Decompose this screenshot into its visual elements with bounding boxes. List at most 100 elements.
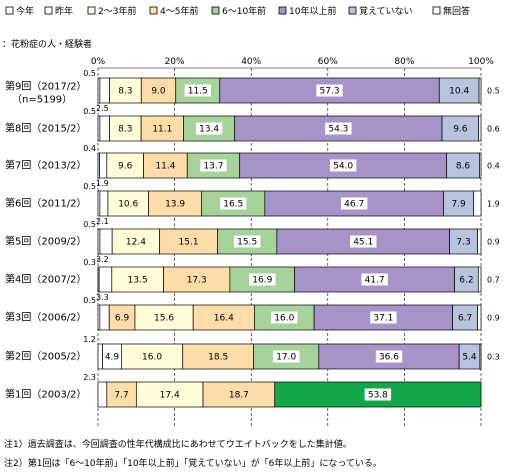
data-label-bg — [273, 350, 300, 363]
bar-segment — [477, 228, 482, 255]
data-label: 16.5 — [223, 200, 243, 210]
data-label-bg — [340, 197, 368, 210]
bar-segment — [192, 304, 255, 331]
data-label: 2.1 — [96, 217, 109, 226]
bar-segment — [99, 115, 110, 142]
legend-label: 昨年 — [55, 5, 73, 17]
legend-label: 10年以上前 — [289, 5, 336, 17]
data-label: 1.9 — [487, 200, 500, 209]
x-tick-label: 100% — [468, 57, 494, 67]
legend-label: 無回答 — [443, 5, 470, 17]
data-label: 11.1 — [152, 125, 172, 135]
category-sublabel: （n=5199） — [12, 94, 72, 106]
bar-segment — [159, 228, 218, 255]
legend-swatch — [278, 6, 287, 15]
legend-swatch — [348, 6, 357, 15]
x-tick-label: 80% — [394, 57, 414, 67]
data-label: 0.5 — [83, 296, 96, 305]
note-1: 注1）過去調査は、今回調査の性年代構成比にあわせてウエイトバックをした集計値。 — [4, 440, 352, 450]
data-label-bg — [233, 235, 261, 248]
data-label: 3.2 — [96, 255, 109, 264]
bar-segment — [202, 381, 276, 408]
data-label: 0.3 — [487, 353, 500, 362]
category-label: 第5回（2009/2） — [5, 235, 87, 248]
bar-segment — [140, 115, 184, 142]
data-label: 41.7 — [365, 276, 385, 286]
data-label: 10.6 — [118, 200, 138, 210]
data-label: 16.0 — [274, 314, 294, 324]
category-label: 第4回（2007/2） — [5, 273, 87, 286]
data-label: 0.4 — [487, 162, 500, 171]
data-label: 18.5 — [208, 353, 228, 363]
data-label-bg — [184, 84, 211, 97]
bar-segment — [99, 152, 108, 179]
data-label: 7.9 — [451, 200, 466, 210]
bar-segment — [97, 343, 103, 370]
data-label: 0.5 — [83, 220, 96, 229]
bar-segment — [182, 343, 255, 370]
data-label: 0.5 — [487, 87, 500, 96]
data-label: 0.9 — [487, 238, 500, 247]
chart-subtitle: ：花粉症の人・経験者 — [2, 38, 92, 50]
data-label: 9.6 — [118, 162, 133, 172]
data-label: 9.6 — [453, 125, 468, 135]
bar-segment — [478, 77, 482, 104]
bar-segment — [106, 152, 144, 179]
data-label: 15.6 — [154, 314, 174, 324]
legend-swatch — [211, 6, 220, 15]
bar-segment — [99, 190, 109, 217]
data-label: 16.0 — [142, 353, 162, 363]
data-label-bg — [200, 159, 227, 172]
bar-segment — [441, 115, 480, 142]
data-label: 0.3 — [83, 258, 96, 267]
legend-label: 今年 — [16, 5, 34, 17]
bar-segment — [479, 343, 482, 370]
data-label: 6.9 — [115, 314, 130, 324]
bar-segment — [477, 304, 482, 331]
data-label: 12.4 — [126, 238, 146, 248]
legend-label: 4～5年前 — [160, 5, 198, 17]
category-label: 第9回（2017/2） — [5, 80, 87, 93]
x-tick-label: 40% — [241, 57, 261, 67]
data-label: 13.7 — [203, 162, 223, 172]
data-label-bg — [249, 273, 276, 286]
category-label: 第6回（2011/2） — [5, 197, 87, 210]
bar-segment — [135, 381, 204, 408]
data-label-bg — [329, 159, 357, 172]
bar-segment — [478, 115, 482, 142]
data-label: 6.2 — [459, 276, 473, 286]
bar-segment — [452, 304, 478, 331]
bar-segment — [446, 152, 480, 179]
bar-segment — [294, 266, 455, 293]
legend-swatch — [5, 6, 14, 15]
data-label: 13.4 — [199, 125, 219, 135]
data-label: 11.4 — [155, 162, 175, 172]
data-label: 2.5 — [96, 104, 109, 113]
bar-segment — [477, 266, 482, 293]
legend-label: 2～3年前 — [98, 5, 136, 17]
data-label: 8.3 — [118, 125, 132, 135]
data-label: 4.9 — [105, 353, 120, 363]
legend-label: 6～10年前 — [222, 5, 266, 17]
data-label: 45.1 — [353, 238, 373, 248]
bar-segment — [111, 228, 161, 255]
data-label: 3.3 — [96, 293, 109, 302]
data-label: 15.1 — [179, 238, 199, 248]
data-label: 0.5 — [83, 69, 96, 78]
data-label: 6.7 — [458, 314, 472, 324]
bar-segment — [111, 266, 164, 293]
data-label: 18.7 — [229, 391, 249, 401]
data-label: 5.4 — [462, 353, 477, 363]
category-label: 第1回（2003/2） — [5, 388, 87, 401]
data-label: 1.2 — [83, 335, 96, 344]
data-label: 1.9 — [96, 179, 109, 188]
data-label-bg — [271, 311, 298, 324]
data-label: 13.5 — [128, 276, 148, 286]
bar-segment — [98, 266, 113, 293]
bar-segment — [99, 304, 110, 331]
data-label: 0.9 — [487, 314, 500, 323]
bar-segment — [97, 381, 108, 408]
data-label: 17.4 — [160, 391, 180, 401]
data-label: 0.7 — [487, 276, 500, 285]
data-label-bg — [370, 311, 397, 324]
